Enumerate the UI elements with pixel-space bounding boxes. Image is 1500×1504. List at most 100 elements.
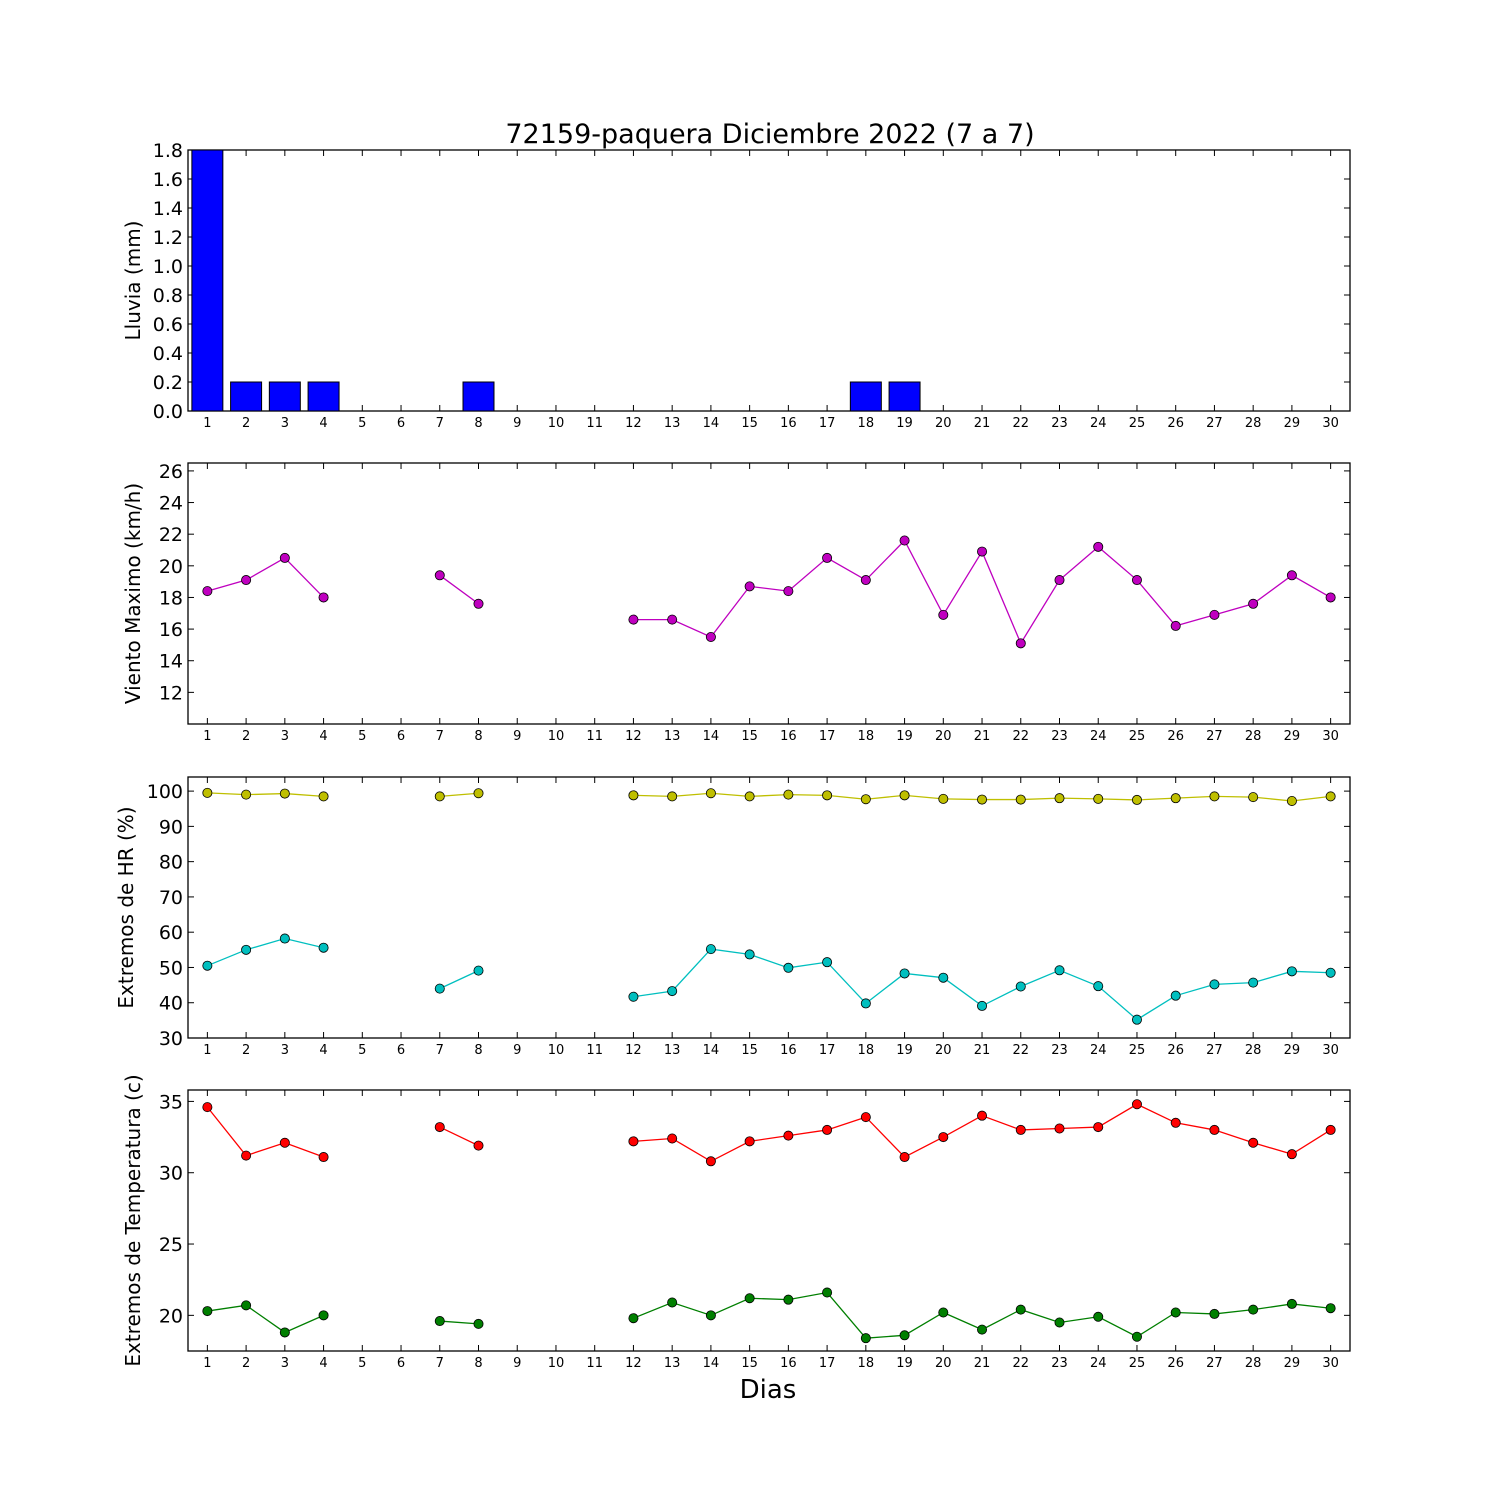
x-tick-label: 28 <box>1245 1043 1262 1058</box>
data-point <box>744 1136 755 1147</box>
data-point <box>667 1133 678 1144</box>
data-point <box>318 1310 329 1321</box>
series-line-2 <box>207 1304 324 1334</box>
data-point <box>1131 1099 1142 1110</box>
x-tick-label: 23 <box>1051 729 1068 744</box>
data-point <box>1209 1308 1220 1319</box>
x-tick-label: 8 <box>474 416 482 431</box>
data-point <box>1093 981 1104 992</box>
x-tick-label: 28 <box>1245 416 1262 431</box>
x-tick-label: 21 <box>974 1356 991 1371</box>
x-tick-label: 14 <box>703 1356 720 1371</box>
data-point <box>318 1152 329 1163</box>
x-tick-label: 9 <box>513 1356 521 1371</box>
y-tick-label: 25 <box>159 1234 183 1256</box>
data-point <box>899 968 910 979</box>
x-tick-label: 17 <box>819 416 836 431</box>
x-tick-label: 24 <box>1090 1043 1107 1058</box>
data-point <box>1209 1124 1220 1135</box>
data-point <box>1093 541 1104 552</box>
panel-1: 1 2 3 4 5 6 7 8 9 10 11 12 13 14 15 16 17 18 19 20 21 22 23 24 2… <box>121 140 1351 431</box>
x-tick-label: 30 <box>1322 1356 1339 1371</box>
data-point <box>1248 1304 1259 1315</box>
data-point <box>977 546 988 557</box>
x-tick-label: 25 <box>1129 416 1146 431</box>
x-tick-label: 3 <box>281 1043 289 1058</box>
rain-bar <box>230 381 263 412</box>
x-tick-label: 23 <box>1051 1356 1068 1371</box>
y-tick-label: 1.6 <box>153 169 183 191</box>
x-tick-label: 13 <box>664 1043 681 1058</box>
data-point <box>977 1000 988 1011</box>
data-point <box>1054 1317 1065 1328</box>
data-point <box>434 983 445 994</box>
x-tick-label: 2 <box>242 1356 250 1371</box>
series-line-1 <box>439 574 479 605</box>
data-point <box>938 1132 949 1143</box>
y-tick-label: 90 <box>159 816 183 838</box>
x-tick-label: 28 <box>1245 729 1262 744</box>
data-point <box>1131 575 1142 586</box>
x-tick-label: 27 <box>1206 729 1223 744</box>
x-tick-label: 1 <box>203 1043 211 1058</box>
y-axis-label: Viento Maximo (km/h) <box>121 483 145 704</box>
x-tick-label: 7 <box>436 1356 444 1371</box>
x-tick-label: 27 <box>1206 416 1223 431</box>
x-tick-label: 9 <box>513 1043 521 1058</box>
y-tick-label: 0.4 <box>153 343 183 365</box>
y-tick-label: 30 <box>159 1028 183 1050</box>
data-point <box>318 791 329 802</box>
y-tick-label: 35 <box>159 1091 183 1113</box>
x-tick-label: 25 <box>1129 729 1146 744</box>
x-tick-label: 23 <box>1051 416 1068 431</box>
x-tick-label: 19 <box>896 729 913 744</box>
data-point <box>202 787 213 798</box>
series-line-1 <box>439 1126 479 1147</box>
x-tick-label: 5 <box>358 416 366 431</box>
y-tick-label: 1.8 <box>153 140 183 162</box>
series-line-1 <box>207 792 324 798</box>
rain-bar <box>888 381 921 412</box>
data-point <box>473 1140 484 1151</box>
y-tick-label: 30 <box>159 1163 183 1185</box>
x-tick-label: 21 <box>974 1043 991 1058</box>
rain-bar <box>462 381 495 412</box>
data-point <box>705 632 716 643</box>
data-point <box>1054 965 1065 976</box>
x-tick-label: 6 <box>397 1356 405 1371</box>
data-point <box>705 1156 716 1167</box>
x-tick-label: 20 <box>935 416 952 431</box>
y-tick-label: 0.8 <box>153 285 183 307</box>
y-tick-label: 100 <box>147 781 183 803</box>
x-tick-label: 18 <box>858 1043 875 1058</box>
data-point <box>1170 1307 1181 1318</box>
data-point <box>202 1306 213 1317</box>
data-point <box>628 614 639 625</box>
data-point <box>1248 598 1259 609</box>
data-point <box>822 1287 833 1298</box>
y-tick-label: 70 <box>159 887 183 909</box>
data-point <box>705 1310 716 1321</box>
x-tick-label: 20 <box>935 1356 952 1371</box>
data-point <box>899 790 910 801</box>
x-tick-label: 18 <box>858 729 875 744</box>
x-tick-label: 6 <box>397 416 405 431</box>
x-tick-label: 5 <box>358 1043 366 1058</box>
x-tick-label: 17 <box>819 1356 836 1371</box>
data-point <box>1015 638 1026 649</box>
x-tick-label: 15 <box>741 729 758 744</box>
data-point <box>202 1102 213 1113</box>
data-point <box>705 944 716 955</box>
x-tick-label: 4 <box>319 1043 327 1058</box>
y-tick-label: 16 <box>159 619 183 641</box>
x-tick-label: 5 <box>358 1356 366 1371</box>
x-tick-label: 30 <box>1322 729 1339 744</box>
x-tick-label: 26 <box>1167 1356 1184 1371</box>
x-tick-label: 24 <box>1090 416 1107 431</box>
x-tick-label: 18 <box>858 1356 875 1371</box>
x-tick-label: 10 <box>548 1356 565 1371</box>
x-tick-label: 2 <box>242 416 250 431</box>
x-tick-label: 17 <box>819 729 836 744</box>
rain-bar <box>268 381 301 412</box>
